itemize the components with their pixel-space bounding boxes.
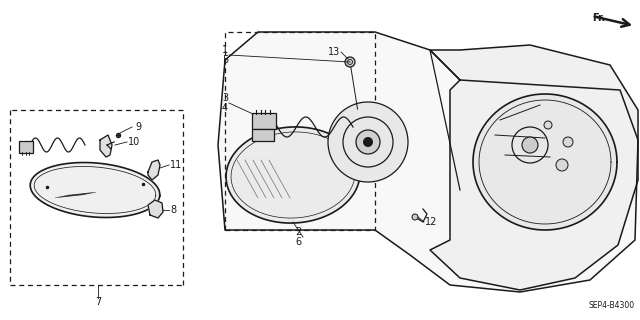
Circle shape — [544, 121, 552, 129]
Circle shape — [363, 137, 373, 147]
Text: 7: 7 — [95, 297, 101, 307]
Polygon shape — [30, 163, 160, 218]
Text: 12: 12 — [425, 217, 437, 227]
Text: 8: 8 — [170, 205, 176, 215]
FancyBboxPatch shape — [252, 113, 276, 129]
Polygon shape — [473, 94, 617, 230]
Circle shape — [556, 159, 568, 171]
FancyBboxPatch shape — [19, 141, 33, 153]
Polygon shape — [100, 135, 112, 157]
Text: 1: 1 — [222, 45, 228, 55]
Polygon shape — [226, 127, 360, 223]
Text: 6: 6 — [296, 237, 302, 247]
Circle shape — [356, 130, 380, 154]
Text: 13: 13 — [328, 47, 340, 57]
Circle shape — [345, 57, 355, 67]
Text: 11: 11 — [170, 160, 182, 170]
Text: 4: 4 — [222, 103, 228, 113]
Polygon shape — [430, 45, 638, 290]
Circle shape — [563, 137, 573, 147]
Polygon shape — [148, 200, 163, 218]
Text: SEP4-B4300: SEP4-B4300 — [589, 301, 635, 310]
Text: 9: 9 — [135, 122, 141, 132]
FancyBboxPatch shape — [252, 129, 274, 141]
Text: 3: 3 — [222, 93, 228, 103]
Circle shape — [522, 137, 538, 153]
Text: 5: 5 — [221, 55, 228, 65]
Circle shape — [412, 214, 418, 220]
Polygon shape — [148, 160, 160, 180]
Text: 10: 10 — [128, 137, 140, 147]
Text: 2: 2 — [296, 227, 302, 237]
Text: Fr.: Fr. — [592, 13, 605, 23]
Circle shape — [328, 102, 408, 182]
Polygon shape — [218, 32, 638, 292]
